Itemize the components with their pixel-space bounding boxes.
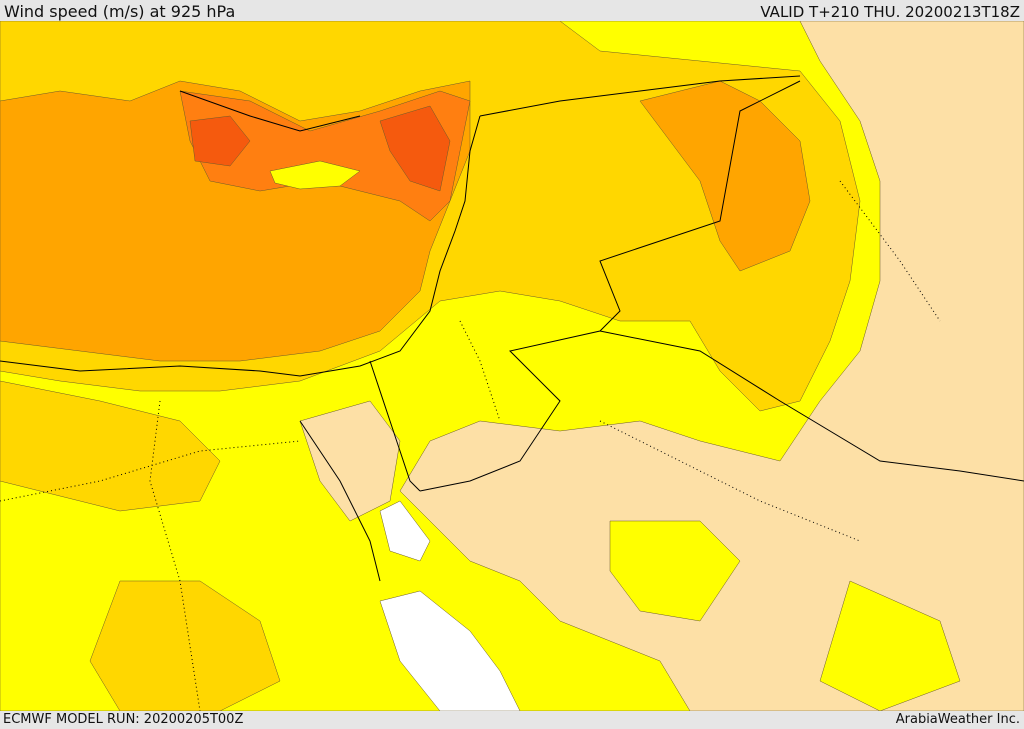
wind-speed-map xyxy=(0,21,1024,711)
valid-time: VALID T+210 THU. 20200213T18Z xyxy=(760,3,1020,21)
wind-band-strongest-core xyxy=(189,115,251,167)
wind-band-strong-iraq xyxy=(639,80,811,272)
model-run: ECMWF MODEL RUN: 20200205T00Z xyxy=(3,712,244,727)
wind-field-svg xyxy=(0,21,1024,711)
calm-zone-red-sea-north xyxy=(379,500,431,562)
wind-band-moderate-west xyxy=(0,380,221,512)
wind-band-light-patch xyxy=(609,520,741,622)
cyprus-island xyxy=(269,160,361,190)
footer-bar: ECMWF MODEL RUN: 20200205T00Z ArabiaWeat… xyxy=(0,711,1024,729)
map-title: Wind speed (m/s) at 925 hPa xyxy=(4,2,236,21)
wind-band-strongest-levant xyxy=(379,105,451,192)
country-borders xyxy=(0,75,1024,582)
wind-band-moderate-south xyxy=(89,580,281,711)
province-borders xyxy=(0,180,941,711)
calm-zone-red-sea xyxy=(379,590,521,711)
wind-band-light-patch-2 xyxy=(819,580,961,711)
wind-band-very-light-sinai xyxy=(299,400,401,522)
header-bar: Wind speed (m/s) at 925 hPa VALID T+210 … xyxy=(0,0,1024,21)
wind-band-very-light-east xyxy=(399,21,1024,711)
credit-text: ArabiaWeather Inc. xyxy=(895,712,1020,727)
